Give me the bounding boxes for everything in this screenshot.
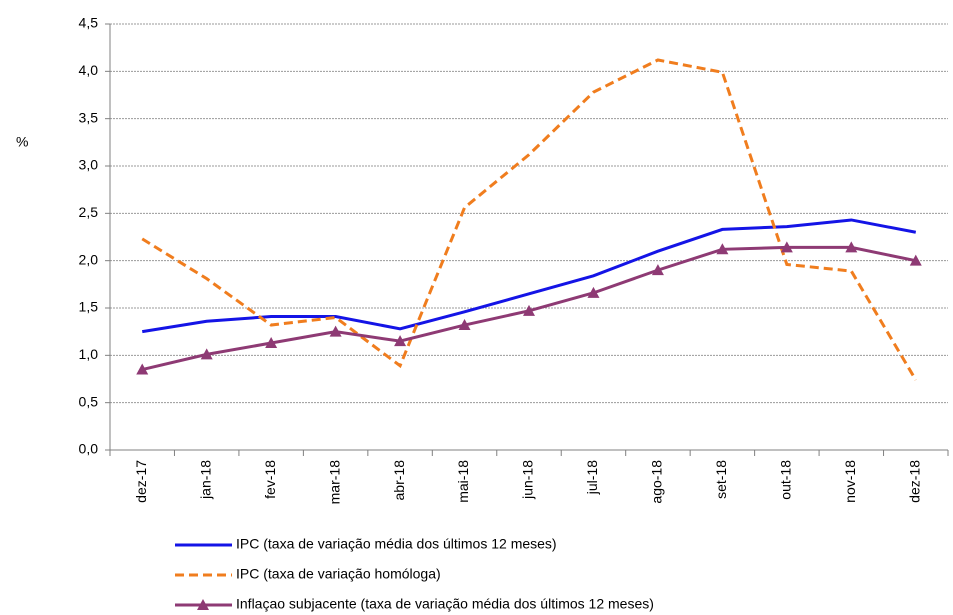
point-marker: [651, 264, 664, 276]
y-tick-label: 4,5: [79, 15, 99, 31]
series-line: [141, 58, 918, 381]
point-marker: [909, 254, 922, 266]
y-tick-label: 1,0: [79, 346, 99, 362]
legend-marker: [197, 599, 209, 610]
point-marker: [845, 241, 858, 253]
x-tick-label: abr-18: [391, 460, 407, 501]
y-tick-label: 0,0: [79, 441, 99, 457]
point-marker: [587, 286, 600, 298]
x-tick-label: nov-18: [842, 460, 858, 503]
y-tick-label: 0,5: [79, 393, 99, 409]
point-marker: [523, 304, 535, 316]
x-tick-label: dez-17: [133, 460, 149, 503]
x-tick-label: mai-18: [455, 460, 471, 503]
point-marker: [716, 243, 729, 255]
x-tick-label: jul-18: [584, 460, 600, 495]
x-tick-label: ago-18: [649, 460, 665, 504]
point-marker: [136, 363, 149, 375]
y-tick-label: 2,5: [79, 204, 99, 220]
y-tick-label: 3,0: [79, 157, 99, 173]
x-tick-label: mar-18: [326, 460, 342, 505]
y-tick-label: 3,5: [79, 109, 99, 125]
point-marker: [265, 337, 278, 349]
x-tick-label: jun-18: [520, 460, 536, 500]
y-tick-label: 4,0: [79, 62, 99, 78]
x-tick-label: fev-18: [262, 460, 278, 499]
point-marker: [394, 335, 407, 347]
point-marker: [200, 348, 213, 360]
legend-label: IPC (taxa de variação homóloga): [236, 566, 441, 582]
y-axis-label: %: [16, 134, 28, 150]
legend-label: Inflaçao subjacente (taxa de variação mé…: [236, 596, 654, 612]
legend-label: IPC (taxa de variação média dos últimos …: [236, 536, 557, 552]
x-tick-label: jan-18: [197, 460, 213, 500]
point-marker: [458, 319, 471, 331]
x-tick-label: set-18: [713, 460, 729, 499]
y-tick-label: 1,5: [79, 299, 99, 315]
point-marker: [780, 241, 793, 253]
x-tick-label: out-18: [778, 460, 794, 500]
series-line: [141, 218, 917, 334]
x-tick-label: dez-18: [906, 460, 922, 503]
point-marker: [329, 325, 342, 337]
y-tick-label: 2,0: [79, 251, 99, 267]
